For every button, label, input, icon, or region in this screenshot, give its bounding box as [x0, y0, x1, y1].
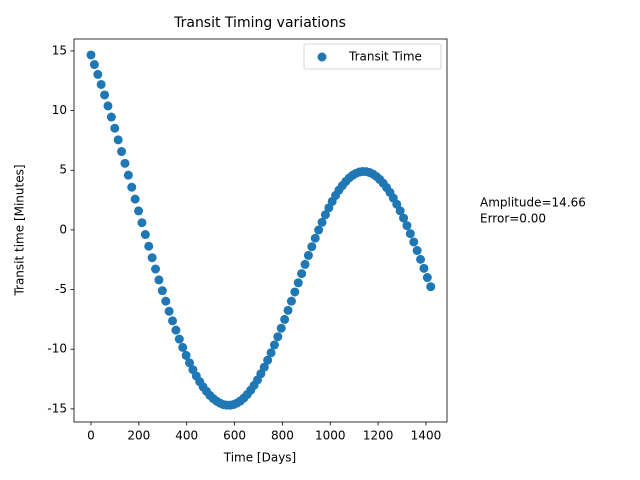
data-point: [103, 101, 113, 111]
data-point: [154, 275, 164, 285]
plot-frame: [73, 38, 448, 423]
data-point: [419, 263, 429, 273]
data-point: [151, 264, 161, 274]
legend-marker: [317, 52, 327, 62]
data-point: [174, 334, 184, 344]
x-tick-label: 800: [271, 429, 294, 443]
data-point: [297, 269, 307, 279]
data-point: [395, 206, 405, 216]
data-point: [283, 305, 293, 315]
data-point: [117, 147, 127, 157]
data-point: [290, 287, 300, 297]
y-tick-label: -10: [47, 342, 67, 356]
x-tick-label: 400: [175, 429, 198, 443]
data-point: [100, 90, 110, 100]
data-point: [93, 69, 103, 79]
data-point: [181, 350, 191, 360]
data-point: [314, 225, 324, 235]
data-point: [89, 60, 99, 70]
data-point: [405, 229, 415, 239]
data-point: [86, 50, 96, 60]
data-point: [106, 112, 116, 122]
annotation: Error=0.00: [480, 212, 546, 226]
x-tick-label: 1200: [363, 429, 394, 443]
data-point: [140, 230, 150, 240]
data-point: [168, 316, 178, 326]
data-point: [426, 282, 436, 292]
data-point: [137, 218, 147, 228]
legend-box: [303, 43, 442, 70]
y-tick-label: 0: [59, 222, 67, 236]
data-point: [293, 278, 303, 288]
y-tick-label: 15: [52, 43, 67, 57]
y-tick-label: 10: [52, 103, 67, 117]
data-point: [273, 332, 283, 342]
data-point: [303, 250, 313, 260]
data-point: [300, 259, 310, 269]
data-point: [409, 237, 419, 247]
data-point: [123, 170, 133, 180]
x-tick-label: 200: [127, 429, 150, 443]
x-tick-label: 1000: [315, 429, 346, 443]
x-tick-label: 1400: [411, 429, 442, 443]
data-point: [320, 210, 330, 220]
data-point: [185, 358, 195, 368]
data-point: [422, 273, 432, 283]
annotation: Amplitude=14.66: [480, 196, 586, 210]
y-tick-label: 5: [59, 163, 67, 177]
legend-label: Transit Time: [348, 50, 422, 64]
data-point: [171, 325, 181, 335]
data-point: [164, 306, 174, 316]
data-point: [317, 217, 327, 227]
data-point: [120, 158, 130, 168]
data-point: [134, 206, 144, 216]
data-point: [161, 296, 171, 306]
data-point: [280, 314, 290, 324]
data-point: [147, 253, 157, 263]
data-point: [412, 246, 422, 256]
data-point: [113, 135, 123, 145]
data-point: [402, 221, 412, 231]
data-point: [96, 79, 106, 89]
data-point: [144, 241, 154, 251]
data-point: [157, 286, 167, 296]
data-point: [307, 242, 317, 252]
data-point: [263, 355, 273, 365]
chart-title: Transit Timing variations: [173, 15, 346, 31]
data-point: [266, 348, 276, 358]
data-point: [130, 194, 140, 204]
y-tick-label: -5: [55, 282, 67, 296]
data-point: [127, 182, 137, 192]
y-axis-label: Transit time [Minutes]: [13, 164, 27, 296]
data-point: [259, 362, 269, 372]
data-point: [276, 323, 286, 333]
data-point: [110, 123, 120, 133]
x-tick-label: 600: [223, 429, 246, 443]
x-tick-label: 0: [87, 429, 95, 443]
data-point: [399, 213, 409, 223]
y-tick-label: -15: [47, 401, 67, 415]
data-point: [178, 342, 188, 352]
x-axis-label: Time [Days]: [223, 451, 297, 465]
data-point: [416, 254, 426, 264]
data-point: [310, 233, 320, 243]
data-point: [286, 296, 296, 306]
data-point: [269, 340, 279, 350]
